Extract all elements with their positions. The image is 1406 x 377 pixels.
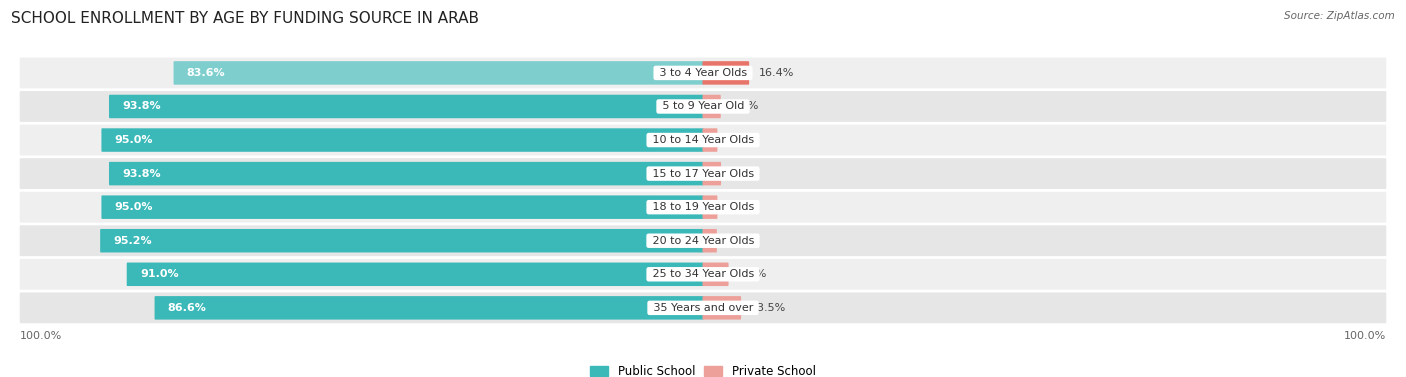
FancyBboxPatch shape: [101, 195, 703, 219]
Text: 18 to 19 Year Olds: 18 to 19 Year Olds: [648, 202, 758, 212]
FancyBboxPatch shape: [703, 296, 741, 320]
Legend: Public School, Private School: Public School, Private School: [586, 360, 820, 377]
FancyBboxPatch shape: [127, 262, 703, 286]
Text: 5 to 9 Year Old: 5 to 9 Year Old: [658, 101, 748, 112]
FancyBboxPatch shape: [173, 61, 703, 85]
FancyBboxPatch shape: [155, 296, 703, 320]
Text: 100.0%: 100.0%: [20, 331, 62, 342]
FancyBboxPatch shape: [18, 57, 1388, 89]
Text: 3 to 4 Year Olds: 3 to 4 Year Olds: [655, 68, 751, 78]
Text: 5.0%: 5.0%: [727, 202, 755, 212]
Text: 5.0%: 5.0%: [727, 135, 755, 145]
FancyBboxPatch shape: [703, 95, 721, 118]
Text: 100.0%: 100.0%: [1344, 331, 1386, 342]
FancyBboxPatch shape: [18, 157, 1388, 190]
Text: 35 Years and over: 35 Years and over: [650, 303, 756, 313]
FancyBboxPatch shape: [18, 258, 1388, 291]
Text: SCHOOL ENROLLMENT BY AGE BY FUNDING SOURCE IN ARAB: SCHOOL ENROLLMENT BY AGE BY FUNDING SOUR…: [11, 11, 479, 26]
Text: 10 to 14 Year Olds: 10 to 14 Year Olds: [648, 135, 758, 145]
FancyBboxPatch shape: [18, 191, 1388, 224]
Text: 6.2%: 6.2%: [730, 101, 759, 112]
FancyBboxPatch shape: [703, 229, 717, 253]
FancyBboxPatch shape: [18, 291, 1388, 324]
Text: 25 to 34 Year Olds: 25 to 34 Year Olds: [648, 269, 758, 279]
Text: 93.8%: 93.8%: [122, 169, 160, 179]
Text: 20 to 24 Year Olds: 20 to 24 Year Olds: [648, 236, 758, 246]
Text: 95.0%: 95.0%: [115, 202, 153, 212]
FancyBboxPatch shape: [110, 162, 703, 185]
Text: 93.8%: 93.8%: [122, 101, 160, 112]
Text: 91.0%: 91.0%: [141, 269, 179, 279]
FancyBboxPatch shape: [18, 224, 1388, 257]
FancyBboxPatch shape: [703, 162, 721, 185]
Text: 95.0%: 95.0%: [115, 135, 153, 145]
FancyBboxPatch shape: [18, 90, 1388, 123]
FancyBboxPatch shape: [703, 195, 717, 219]
FancyBboxPatch shape: [703, 61, 749, 85]
FancyBboxPatch shape: [703, 262, 728, 286]
Text: 95.2%: 95.2%: [114, 236, 152, 246]
Text: 9.0%: 9.0%: [738, 269, 766, 279]
Text: 6.3%: 6.3%: [731, 169, 759, 179]
FancyBboxPatch shape: [18, 124, 1388, 156]
Text: 13.5%: 13.5%: [751, 303, 786, 313]
Text: 15 to 17 Year Olds: 15 to 17 Year Olds: [648, 169, 758, 179]
FancyBboxPatch shape: [703, 128, 717, 152]
Text: Source: ZipAtlas.com: Source: ZipAtlas.com: [1284, 11, 1395, 21]
Text: 4.8%: 4.8%: [727, 236, 755, 246]
FancyBboxPatch shape: [110, 95, 703, 118]
FancyBboxPatch shape: [101, 128, 703, 152]
Text: 86.6%: 86.6%: [167, 303, 207, 313]
FancyBboxPatch shape: [100, 229, 703, 253]
Text: 83.6%: 83.6%: [187, 68, 225, 78]
Text: 16.4%: 16.4%: [759, 68, 794, 78]
